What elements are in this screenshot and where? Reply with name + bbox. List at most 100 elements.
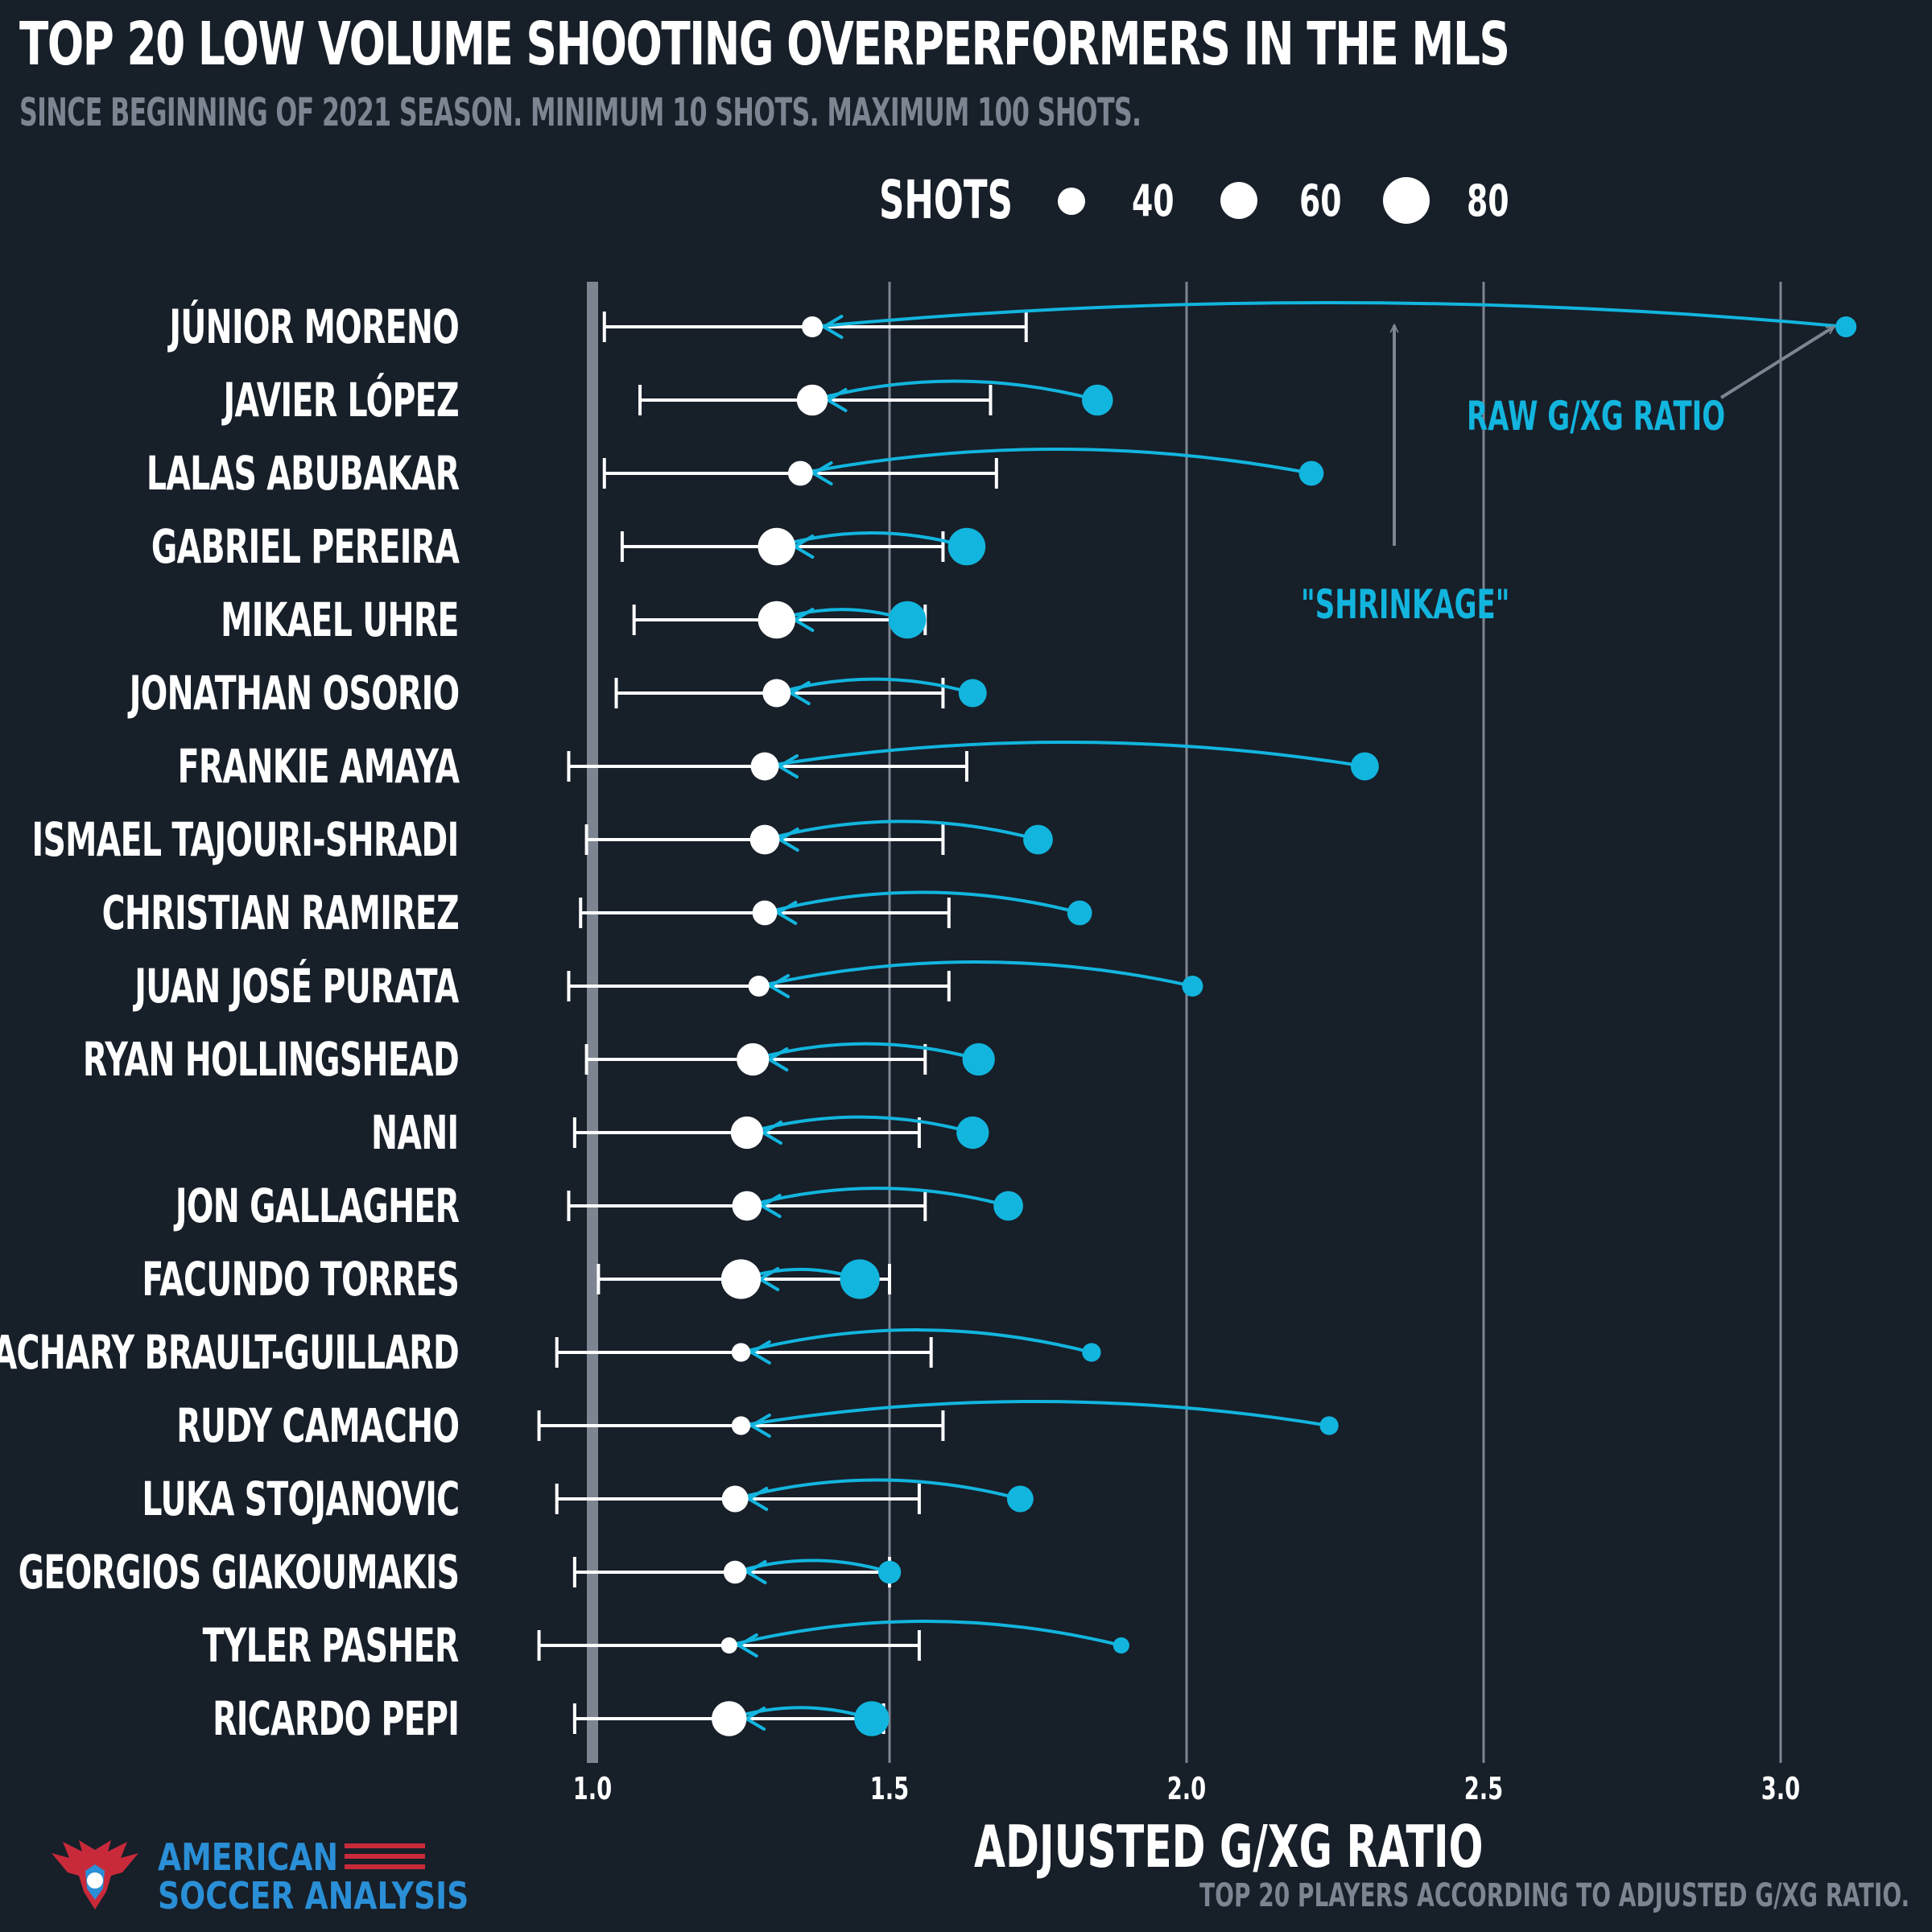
shrinkage-curve [776, 531, 968, 548]
shrinkage-arrowhead [758, 1194, 782, 1218]
player-name: NANI [371, 1105, 459, 1160]
eagle-icon [52, 1840, 138, 1909]
player-row [572, 1115, 989, 1150]
raw-ratio-point [1067, 900, 1092, 926]
shrinkage-curve [729, 1706, 873, 1720]
shrinkage-curve [741, 1328, 1092, 1354]
shrinkage-arrowhead [735, 1633, 758, 1657]
chart-title: TOP 20 LOW VOLUME SHOOTING OVERPERFORMER… [19, 10, 1510, 79]
raw-ratio-point [1006, 1485, 1034, 1513]
shrinkage-arrowhead [776, 754, 799, 778]
raw-ratio-point [962, 1042, 995, 1076]
player-name: ZACHARY BRAULT-GUILLARD [0, 1325, 460, 1380]
player-row [632, 601, 927, 639]
player-name: JONATHAN OSORIO [129, 666, 459, 720]
shrinkage-curve [752, 1042, 980, 1061]
player-row [614, 677, 987, 708]
raw-ratio-point [1298, 460, 1324, 486]
player-name: TYLER PASHER [202, 1618, 460, 1673]
adjusted-ratio-point [711, 1701, 747, 1736]
raw-ratio-point [993, 1191, 1023, 1221]
player-row [572, 1557, 902, 1587]
shrinkage-arrowhead [767, 974, 791, 998]
asa-logo: AMERICAN SOCCER ANALYSIS [47, 1835, 469, 1918]
adjusted-ratio-point [731, 1416, 751, 1435]
player-name: RICARDO PEPI [212, 1691, 460, 1746]
player-row [555, 1328, 1101, 1368]
x-tick-label: 1.0 [572, 1771, 613, 1806]
reference-line [587, 282, 598, 1763]
raw-ratio-point [840, 1259, 880, 1299]
shrinkage-curve [764, 890, 1080, 914]
adjusted-ratio-point [731, 1343, 751, 1362]
x-axis-title: ADJUSTED G/XG RATIO [974, 1813, 1484, 1880]
shrinkage-arrowhead [820, 315, 844, 339]
player-name: CHRISTIAN RAMIREZ [101, 886, 460, 940]
player-row [597, 1259, 891, 1299]
player-name: LUKA STOJANOVIC [141, 1472, 460, 1526]
adjusted-ratio-point [730, 1116, 764, 1150]
adjusted-ratio-point [732, 1191, 762, 1221]
player-name: JUAN JOSÉ PURATA [134, 959, 460, 1013]
shrinkage-arrowhead [787, 681, 811, 705]
x-tick-label: 2.5 [1463, 1771, 1504, 1806]
adjusted-ratio-point [737, 1042, 770, 1076]
shrinkage-arrowhead [776, 828, 799, 852]
player-row [537, 1400, 1339, 1441]
shrinkage-curve [729, 1620, 1122, 1647]
player-name: JAVIER LÓPEZ [223, 373, 460, 427]
shrinkage-curve [764, 819, 1039, 841]
player-row [555, 1478, 1034, 1514]
shrinkage-curve [746, 1187, 1009, 1208]
player-name: JÚNIOR MORENO [169, 299, 459, 354]
legend-dot-60 [1220, 182, 1257, 219]
player-row [602, 301, 1857, 342]
adjusted-ratio-point [720, 1637, 737, 1654]
player-name: RYAN HOLLINGSHEAD [82, 1032, 460, 1087]
shrinkage-annotation: "SHRINKAGE" [1301, 581, 1510, 628]
raw-ratio-point [1319, 1416, 1339, 1435]
shrinkage-curve [799, 448, 1312, 475]
shrinkage-curve [741, 1400, 1330, 1427]
raw-ratio-point [956, 1116, 989, 1150]
raw-ratio-point [1350, 752, 1379, 781]
logo-text-line1: AMERICAN [158, 1835, 339, 1879]
shrinkage-arrowhead [824, 388, 848, 412]
shrinkage-curve [811, 301, 1847, 328]
player-name: ISMAEL TAJOURI-SHRADI [31, 812, 460, 867]
logo-text-line2: SOCCER ANALYSIS [158, 1874, 469, 1918]
adjusted-ratio-point [721, 1485, 749, 1513]
shrinkage-curve [764, 741, 1365, 768]
player-row [638, 379, 1113, 416]
chart-caption: TOP 20 PLAYERS ACCORDING TO ADJUSTED G/X… [1199, 1877, 1909, 1914]
player-row [579, 890, 1092, 928]
adjusted-ratio-point [749, 824, 780, 855]
shrinkage-arrowhead [810, 461, 833, 485]
shrinkage-curve [734, 1478, 1021, 1501]
adjusted-ratio-point [762, 679, 791, 708]
player-row [537, 1620, 1129, 1661]
adjusted-ratio-point [752, 900, 778, 926]
player-name: LALAS ABUBAKAR [146, 446, 459, 501]
adjusted-ratio-point [758, 527, 796, 566]
shrinkage-arrowhead [745, 1487, 769, 1511]
x-tick-label: 1.5 [869, 1771, 910, 1806]
player-name: JON GALLAGHER [175, 1179, 460, 1233]
raw-ratio-point [1082, 1343, 1101, 1362]
player-name: RUDY CAMACHO [175, 1398, 460, 1453]
player-row [567, 960, 1203, 1001]
player-name: MIKAEL UHRE [221, 592, 459, 647]
shrinkage-arrowhead [748, 1414, 771, 1438]
player-row [584, 1042, 995, 1076]
shrinkage-curve [758, 960, 1193, 988]
adjusted-ratio-point [748, 976, 770, 997]
legend-label-60: 60 [1299, 175, 1342, 226]
shrinkage-arrowhead [744, 1560, 767, 1584]
raw-annotation-arrow [1719, 325, 1834, 399]
adjusted-ratio-point [796, 384, 828, 416]
raw-ratio-point [1113, 1637, 1129, 1654]
player-name: GEORGIOS GIAKOUMAKIS [18, 1545, 459, 1600]
raw-ratio-point [854, 1701, 890, 1736]
x-tick-label: 2.0 [1166, 1771, 1207, 1806]
